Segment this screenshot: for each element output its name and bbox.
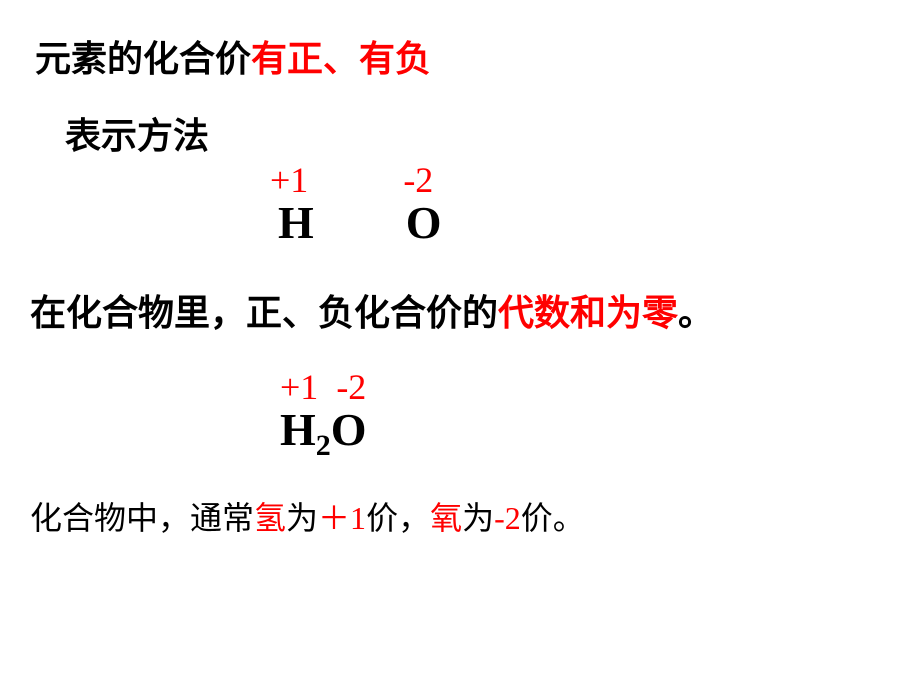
line1-valence-sign: 元素的化合价有正、有负: [35, 30, 890, 82]
line3-text1: 在化合物里，正、负化合价的: [30, 293, 498, 333]
line3-text3: 。: [678, 293, 714, 333]
line4-oxygen: 氧: [430, 500, 462, 536]
line4-p1: 化合物中，通常: [30, 500, 254, 536]
h-element-symbol: H: [278, 196, 314, 249]
formula-o: O: [331, 404, 367, 455]
h2o-formula: H2O: [280, 404, 367, 455]
line3-text-red: 代数和为零: [498, 293, 678, 333]
line4-p9: 价。: [521, 500, 585, 536]
line1-text-black: 元素的化合价: [35, 39, 251, 79]
slide-content: 元素的化合价有正、有负 表示方法 +1 -2 H O 在化合物里，正、负化合价的…: [0, 0, 920, 539]
line4-hydrogen: 氢: [254, 500, 286, 536]
line1-text-red: 有正、有负: [251, 39, 431, 79]
line2-notation-label: 表示方法: [65, 107, 890, 159]
line4-p7: 为: [462, 500, 494, 536]
element-symbols-row1: H O: [278, 196, 890, 249]
formula-sub: 2: [316, 429, 331, 462]
h2o-o-valence: -2: [336, 366, 366, 408]
valence-numbers-row2: +1 -2: [280, 366, 890, 408]
line4-minus2: -2: [494, 500, 521, 536]
o-valence-value: -2: [403, 159, 433, 201]
line4-p5: 价，: [366, 500, 430, 536]
line4-p3: 为: [286, 500, 318, 536]
h-valence-value: +1: [270, 159, 308, 201]
line4-plus1: ＋1: [318, 500, 366, 536]
formula-h: H: [280, 404, 316, 455]
h2o-formula-row: H2O: [280, 403, 890, 463]
line4-common-valence: 化合物中，通常氢为＋1价，氧为-2价。: [30, 493, 890, 539]
line3-sum-rule: 在化合物里，正、负化合价的代数和为零。: [30, 284, 890, 336]
o-element-symbol: O: [406, 196, 442, 249]
h2o-h-valence: +1: [280, 366, 318, 408]
valence-numbers-row1: +1 -2: [270, 159, 890, 201]
